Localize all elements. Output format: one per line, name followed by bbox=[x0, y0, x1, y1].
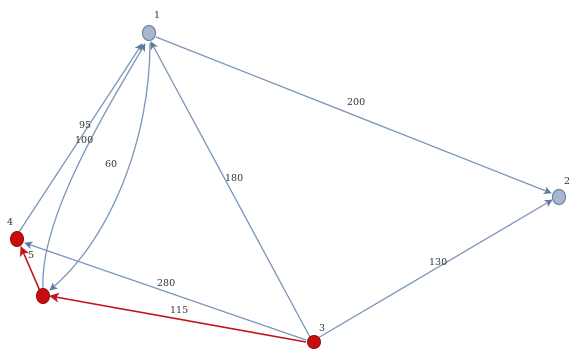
edge-4-to-1 bbox=[18, 43, 143, 233]
edge-label-4-1: 95 bbox=[79, 120, 91, 131]
edge-label-3-5: 115 bbox=[170, 305, 188, 316]
node-3 bbox=[307, 335, 321, 349]
node-label-2: 2 bbox=[564, 176, 570, 187]
node-2 bbox=[551, 188, 567, 206]
edge-label-3-4: 280 bbox=[157, 278, 175, 289]
edge-3-to-2 bbox=[317, 199, 553, 339]
edge-label-3-2: 130 bbox=[429, 257, 447, 268]
node-1 bbox=[141, 24, 157, 42]
edge-3-to-1 bbox=[150, 41, 312, 340]
edge-label-3-1: 180 bbox=[225, 173, 243, 184]
node-label-3: 3 bbox=[319, 323, 325, 334]
edge-1-to-5 bbox=[49, 42, 151, 291]
node-4 bbox=[10, 231, 24, 247]
node-label-4: 4 bbox=[7, 217, 13, 228]
edge-1-to-2 bbox=[155, 36, 552, 195]
edge-5-to-1 bbox=[42, 43, 146, 289]
edge-label-1-5: 60 bbox=[105, 159, 117, 170]
edge-3-to-5 bbox=[49, 292, 307, 343]
node-label-5: 5 bbox=[28, 250, 34, 261]
edge-3-to-4 bbox=[24, 241, 307, 341]
edge-5-to-4 bbox=[19, 246, 41, 292]
edge-label-5-1: 100 bbox=[75, 135, 93, 146]
edge-label-1-2: 200 bbox=[347, 97, 365, 108]
node-label-1: 1 bbox=[154, 10, 160, 21]
node-5 bbox=[36, 288, 50, 304]
